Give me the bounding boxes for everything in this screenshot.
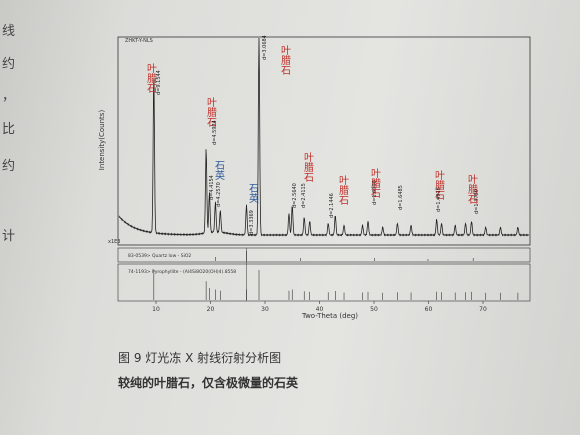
plot-frame (117, 36, 531, 246)
d-label: d=3.3369 (249, 210, 255, 235)
d-label: d=1.6485 (398, 185, 404, 210)
header: ZHKT-Y-NLS (125, 38, 153, 44)
peak-label: 叶腊石 (369, 168, 381, 198)
xrd-trace (118, 37, 530, 237)
peak-label: 叶腊石 (145, 63, 157, 93)
margin-text: ， (2, 89, 15, 104)
d-label: d=1.4918 (436, 187, 442, 212)
d-label: d=2.5640 (292, 183, 298, 208)
x-tick-label: 10 (152, 306, 160, 313)
caption-title: 图 9 灯光冻 X 射线衍射分析图 (118, 350, 281, 365)
x-label: Two-Theta (deg) (301, 312, 358, 320)
peak-label: 石英 (213, 160, 225, 181)
y-label: Intensity(Counts) (98, 110, 106, 171)
d-label: d=2.1446 (329, 193, 335, 218)
margin-text: 约 (2, 57, 15, 72)
peak-label: 叶腊石 (279, 45, 291, 75)
caption-subtitle: 较纯的叶腊石，仅含极微量的石英 (118, 375, 299, 390)
x-tick-label: 60 (425, 306, 433, 313)
peak-label: 叶腊石 (205, 97, 217, 127)
peak-label: 石英 (247, 183, 259, 204)
scale: x1E3 (108, 239, 120, 245)
margin-text: 计 (2, 229, 15, 244)
peak-label: 叶腊石 (466, 174, 478, 204)
margin-text: 线 (2, 24, 15, 39)
d-label: d=4.2570 (216, 182, 222, 207)
ref-frame-2 (117, 263, 531, 302)
margin-text: 约 (2, 159, 15, 174)
d-label: d=2.4115 (301, 183, 307, 208)
x-tick-label: 40 (316, 306, 324, 313)
x-tick-label: 70 (479, 306, 487, 313)
x-tick-label: 20 (207, 306, 215, 313)
d-label: d=4.4154 (209, 175, 215, 200)
peak-label: 叶腊石 (433, 170, 445, 200)
peak-label: 叶腊石 (337, 175, 349, 205)
margin-text: 比 (2, 122, 15, 137)
d-label: d=9.1544 (156, 70, 162, 95)
d-label: d=1.8990 (372, 180, 378, 205)
peak-label: 叶腊石 (302, 152, 314, 182)
ref-label: 83-0539> Quartz low - SiO2 (128, 253, 191, 259)
d-label: d=1.3780 (474, 189, 480, 214)
ref-label: 74-1193> Pyrophyllite - (Al4Si8O20(OH)4)… (128, 269, 236, 275)
d-label: d=3.0684 (262, 35, 268, 60)
x-tick-label: 50 (370, 306, 378, 313)
d-label: d=4.5974 (212, 120, 218, 145)
ref-frame-1 (117, 247, 531, 263)
x-tick-label: 30 (261, 306, 269, 313)
